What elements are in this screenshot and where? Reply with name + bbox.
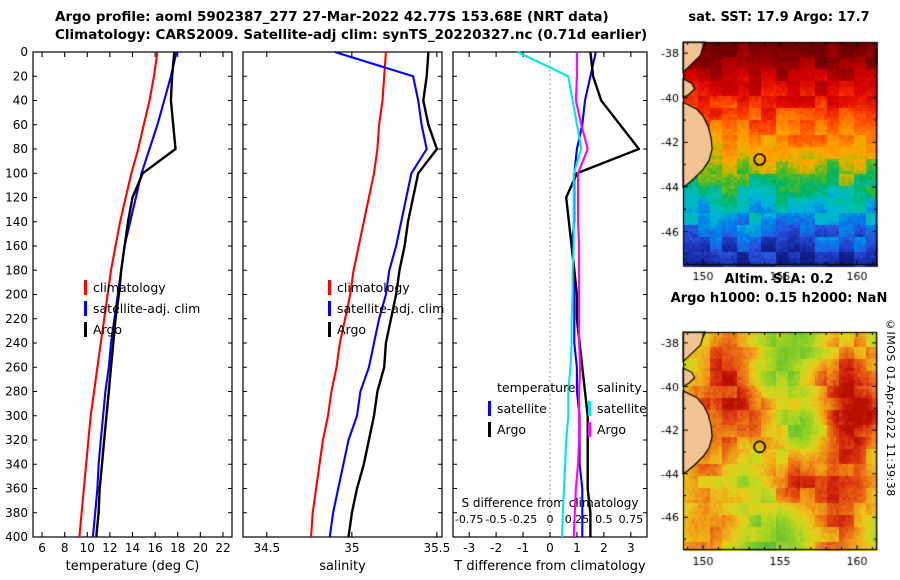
watermark-text: ©IMOS 01-Apr-2022 11:39:38 xyxy=(884,318,897,497)
svg-text:0: 0 xyxy=(547,513,554,526)
svg-text:Argo: Argo xyxy=(337,322,366,337)
svg-text:-1: -1 xyxy=(517,541,529,555)
svg-text:220: 220 xyxy=(5,312,28,326)
svg-text:260: 260 xyxy=(5,360,28,374)
svg-text:18: 18 xyxy=(170,541,185,555)
svg-text:16: 16 xyxy=(147,541,162,555)
svg-text:300: 300 xyxy=(5,409,28,423)
svg-text:320: 320 xyxy=(5,433,28,447)
svg-text:160: 160 xyxy=(5,239,28,253)
svg-text:2: 2 xyxy=(600,541,608,555)
svg-text:120: 120 xyxy=(5,191,28,205)
svg-text:-3: -3 xyxy=(463,541,475,555)
page-subtitle: Climatology: CARS2009. Satellite-adj cli… xyxy=(55,27,648,43)
svg-text:180: 180 xyxy=(5,263,28,277)
svg-text:S difference from climatology: S difference from climatology xyxy=(462,496,639,510)
page-title: Argo profile: aoml 5902387_277 27-Mar-20… xyxy=(55,9,609,25)
svg-text:34.5: 34.5 xyxy=(253,541,280,555)
sla-map-title: Altim. SLA: 0.2 xyxy=(724,272,834,287)
svg-text:380: 380 xyxy=(5,506,28,520)
svg-text:140: 140 xyxy=(5,215,28,229)
sla-map-subtitle: Argo h1000: 0.15 h2000: NaN xyxy=(670,291,888,306)
svg-text:35: 35 xyxy=(344,541,359,555)
svg-text:20: 20 xyxy=(193,541,208,555)
sla-map xyxy=(648,320,894,570)
svg-text:Argo: Argo xyxy=(597,422,626,437)
svg-text:200: 200 xyxy=(5,288,28,302)
svg-text:20: 20 xyxy=(13,69,28,83)
svg-text:360: 360 xyxy=(5,482,28,496)
svg-text:-2: -2 xyxy=(490,541,502,555)
svg-text:12: 12 xyxy=(102,541,117,555)
svg-text:T difference from climatology: T difference from climatology xyxy=(453,559,646,574)
svg-text:climatology: climatology xyxy=(93,280,166,295)
svg-text:14: 14 xyxy=(125,541,140,555)
svg-text:-0.25: -0.25 xyxy=(509,513,537,526)
svg-text:Argo: Argo xyxy=(93,322,122,337)
svg-text:temperature (deg C): temperature (deg C) xyxy=(66,559,200,574)
svg-text:0.25: 0.25 xyxy=(565,513,590,526)
svg-text:-0.5: -0.5 xyxy=(485,513,506,526)
svg-text:400: 400 xyxy=(5,530,28,544)
salinity-profile-chart: 34.5 35 35.5 climatology satellite-adj. clim… xyxy=(242,50,450,574)
svg-text:satellite-adj. clim: satellite-adj. clim xyxy=(337,301,444,316)
svg-text:8: 8 xyxy=(61,541,69,555)
difference-profile-chart: -3 -2 -1 0 1 2 3 S difference from climatology -… xyxy=(452,51,648,574)
svg-text:280: 280 xyxy=(5,385,28,399)
temperature-profile-chart: 6 8 10 12 14 16 18 20 22020406080100120140160180… xyxy=(5,45,233,574)
svg-text:0.5: 0.5 xyxy=(595,513,613,526)
svg-text:35.5: 35.5 xyxy=(424,541,450,555)
svg-text:satellite: satellite xyxy=(497,401,547,416)
svg-text:240: 240 xyxy=(5,336,28,350)
svg-text:salinity: salinity xyxy=(597,380,642,395)
svg-text:satellite-adj. clim: satellite-adj. clim xyxy=(93,301,200,316)
svg-text:-0.75: -0.75 xyxy=(455,513,483,526)
sst-map xyxy=(648,30,894,286)
svg-text:60: 60 xyxy=(13,118,28,132)
svg-text:340: 340 xyxy=(5,457,28,471)
svg-text:salinity: salinity xyxy=(319,559,366,574)
svg-text:3: 3 xyxy=(627,541,635,555)
svg-text:100: 100 xyxy=(5,166,28,180)
svg-text:satellite: satellite xyxy=(597,401,647,416)
svg-text:temperature: temperature xyxy=(497,380,576,395)
svg-text:1: 1 xyxy=(573,541,581,555)
svg-text:0.75: 0.75 xyxy=(619,513,644,526)
svg-text:Argo: Argo xyxy=(497,422,526,437)
svg-text:10: 10 xyxy=(80,541,95,555)
svg-text:6: 6 xyxy=(38,541,46,555)
svg-text:22: 22 xyxy=(215,541,230,555)
svg-text:0: 0 xyxy=(546,541,554,555)
sst-map-title: sat. SST: 17.9 Argo: 17.7 xyxy=(688,10,870,25)
svg-text:0: 0 xyxy=(20,45,28,59)
svg-text:80: 80 xyxy=(13,142,28,156)
svg-text:40: 40 xyxy=(13,94,28,108)
svg-text:climatology: climatology xyxy=(337,280,410,295)
